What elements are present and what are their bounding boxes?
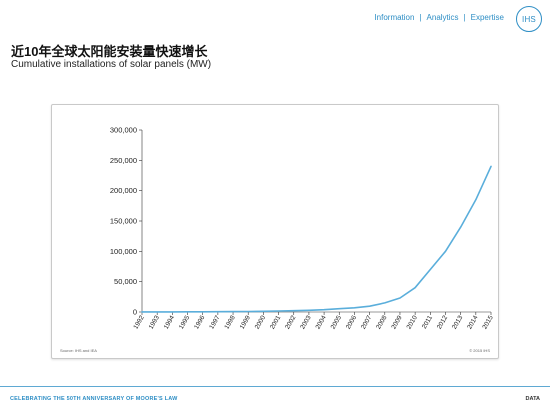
copyright-note: © 2015 IHS (469, 348, 490, 353)
x-tick-label: 2001 (269, 314, 282, 330)
x-tick-label: 1995 (178, 314, 191, 330)
y-tick-label: 300,000 (110, 126, 137, 135)
x-tick-label: 1992 (132, 314, 145, 330)
nav-separator: | (419, 13, 422, 22)
footer-section-label: DATA (525, 396, 540, 402)
x-tick-label: 1993 (148, 314, 161, 330)
nav-information[interactable]: Information (374, 13, 415, 22)
x-tick-label: 2005 (330, 314, 343, 330)
ihs-logo[interactable]: IHS (516, 6, 542, 32)
top-navigation: Information | Analytics | Expertise (374, 13, 504, 22)
x-tick-label: 2006 (345, 314, 358, 330)
y-tick-label: 50,000 (114, 277, 137, 286)
x-tick-label: 2010 (406, 314, 419, 330)
source-note: Source: IHS and IEA (60, 348, 97, 353)
x-tick-label: 2011 (421, 314, 434, 330)
page-title-english: Cumulative installations of solar panels… (11, 59, 212, 70)
x-tick-label: 1997 (208, 314, 221, 330)
x-tick-label: 1999 (239, 314, 252, 330)
y-tick-label: 0 (133, 308, 137, 317)
footer-divider (0, 386, 550, 387)
x-tick-label: 2000 (254, 314, 267, 330)
line-chart: 0 50,000 100,000 150,000 200,000 250,000 300,0… (110, 126, 495, 331)
x-tick-label: 2007 (360, 314, 373, 330)
x-tick-label: 2015 (481, 314, 494, 330)
x-tick-label: 1998 (223, 314, 236, 330)
x-tick-label: 2003 (299, 314, 312, 330)
y-tick-label: 250,000 (110, 156, 137, 165)
x-tick-label: 2009 (390, 314, 403, 330)
y-tick-label: 100,000 (110, 247, 137, 256)
x-tick-label: 2004 (315, 314, 328, 330)
chart-panel: 0 50,000 100,000 150,000 200,000 250,000 300,0… (51, 104, 499, 359)
x-tick-label: 1996 (193, 314, 206, 330)
y-tick-label: 150,000 (110, 217, 137, 226)
nav-separator: | (463, 13, 466, 22)
nav-expertise[interactable]: Expertise (470, 13, 504, 22)
x-tick-label: 2002 (284, 314, 297, 330)
x-tick-label: 1994 (163, 314, 176, 330)
x-tick-label: 2008 (375, 314, 388, 330)
page-title-chinese: 近10年全球太阳能安装量快速增长 (11, 44, 208, 59)
x-tick-label: 2013 (451, 314, 464, 330)
x-tick-label: 2012 (436, 314, 449, 330)
series-line (141, 165, 492, 313)
nav-analytics[interactable]: Analytics (426, 13, 459, 22)
x-tick-label: 2014 (466, 314, 479, 330)
footer-celebration-text: CELEBRATING THE 50TH ANNIVERSARY OF MOOR… (10, 396, 178, 402)
y-tick-label: 200,000 (110, 186, 137, 195)
